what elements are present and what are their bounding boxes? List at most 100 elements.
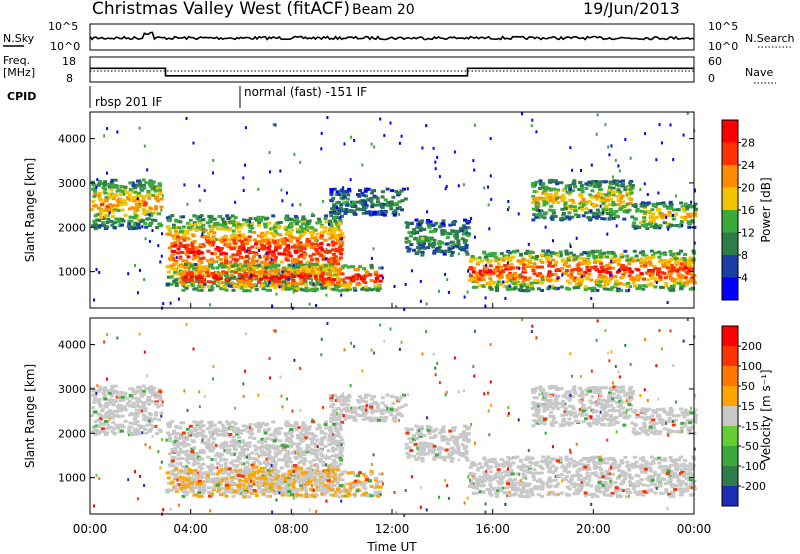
velocity-cell xyxy=(168,436,173,440)
power-cell xyxy=(127,222,132,226)
velocity-cell xyxy=(127,428,132,432)
power-cell xyxy=(586,287,591,290)
power-cell xyxy=(605,195,609,199)
power-cell xyxy=(102,224,107,228)
velocity-cell xyxy=(255,452,260,456)
power-cell xyxy=(508,287,513,291)
power-cell xyxy=(141,183,146,187)
power-cell xyxy=(310,236,315,240)
power-cell xyxy=(361,286,366,290)
velocity-cell xyxy=(140,425,145,429)
power-speck xyxy=(280,188,283,192)
power-cell xyxy=(451,221,456,224)
power-cell xyxy=(616,198,621,202)
velocity-cell xyxy=(239,461,243,465)
power-cell xyxy=(261,266,266,270)
velocity-cell xyxy=(125,402,130,406)
power-cell xyxy=(195,278,200,281)
power-cell xyxy=(112,208,117,212)
power-cell xyxy=(439,241,444,245)
power-cell xyxy=(402,187,406,191)
power-cell xyxy=(382,213,387,217)
power-speck xyxy=(398,213,401,216)
power-cell xyxy=(375,196,380,200)
velocity-cell xyxy=(195,432,200,436)
power-cell xyxy=(397,206,402,210)
power-cell xyxy=(253,274,258,278)
power-speck xyxy=(602,211,604,215)
velocity-cell xyxy=(123,419,128,423)
cpid-label: CPID xyxy=(7,90,36,103)
power-cell xyxy=(278,276,283,280)
power-cell xyxy=(567,192,572,196)
power-cell xyxy=(414,251,419,255)
power-cell xyxy=(611,266,615,270)
power-cell xyxy=(336,270,341,274)
power-cell xyxy=(336,283,341,286)
power-cell xyxy=(240,275,245,279)
power-speck xyxy=(569,188,572,191)
power-cell xyxy=(345,288,350,292)
power-cell xyxy=(217,282,221,286)
velocity-cell xyxy=(302,457,307,461)
velocity-cell xyxy=(222,427,227,431)
power-cell xyxy=(397,192,402,196)
velocity-cell xyxy=(135,389,140,393)
power-cell xyxy=(475,274,480,278)
velocity-cell xyxy=(198,451,203,455)
power-cell xyxy=(596,194,601,198)
power-cell xyxy=(241,247,246,251)
power-cell xyxy=(217,272,221,276)
power-cell xyxy=(541,191,546,195)
power-cell xyxy=(295,258,300,262)
power-cell xyxy=(208,264,213,268)
power-cell xyxy=(170,267,175,271)
power-cell xyxy=(573,257,578,261)
power-cell xyxy=(356,193,360,196)
power-cell xyxy=(334,221,339,225)
velocity-cell xyxy=(260,451,265,455)
power-cell xyxy=(341,189,346,193)
power-cell xyxy=(548,254,553,258)
power-speck xyxy=(320,131,323,135)
power-cell xyxy=(347,189,352,193)
velocity-cell xyxy=(141,404,146,408)
power-cell xyxy=(165,265,170,269)
power-cell xyxy=(329,236,334,240)
power-cell xyxy=(210,266,215,270)
power-cell xyxy=(578,261,582,265)
velocity-cell xyxy=(227,487,232,491)
power-cell xyxy=(323,277,328,281)
velocity-cell xyxy=(278,449,283,453)
power-cell xyxy=(110,223,115,227)
power-cell xyxy=(503,264,508,267)
power-cell xyxy=(622,268,627,272)
velocity-cell xyxy=(253,423,258,427)
power-cell xyxy=(412,248,416,252)
power-cell xyxy=(197,274,202,277)
power-cell xyxy=(405,245,410,249)
power-cell xyxy=(198,283,203,287)
nsearch-tick-bottom: 10^0 xyxy=(708,40,738,53)
power-cell xyxy=(230,214,235,218)
velocity-cell xyxy=(119,409,124,413)
power-cell xyxy=(283,268,288,272)
power-cell xyxy=(623,188,628,192)
power-cell xyxy=(249,283,254,287)
power-cell xyxy=(256,215,261,219)
power-cell xyxy=(674,277,679,281)
velocity-cell xyxy=(236,455,241,459)
power-cell xyxy=(646,278,651,282)
power-cell xyxy=(289,225,294,229)
velocity-cell xyxy=(315,463,320,467)
power-cell xyxy=(531,184,536,188)
power-cell xyxy=(369,288,374,292)
power-cell xyxy=(99,211,103,215)
power-cell xyxy=(642,277,646,281)
power-cell xyxy=(464,244,469,248)
power-cell xyxy=(303,272,308,276)
power-cell xyxy=(616,258,621,262)
power-cell xyxy=(125,191,130,195)
velocity-cell xyxy=(338,456,343,460)
power-cell xyxy=(591,215,596,219)
